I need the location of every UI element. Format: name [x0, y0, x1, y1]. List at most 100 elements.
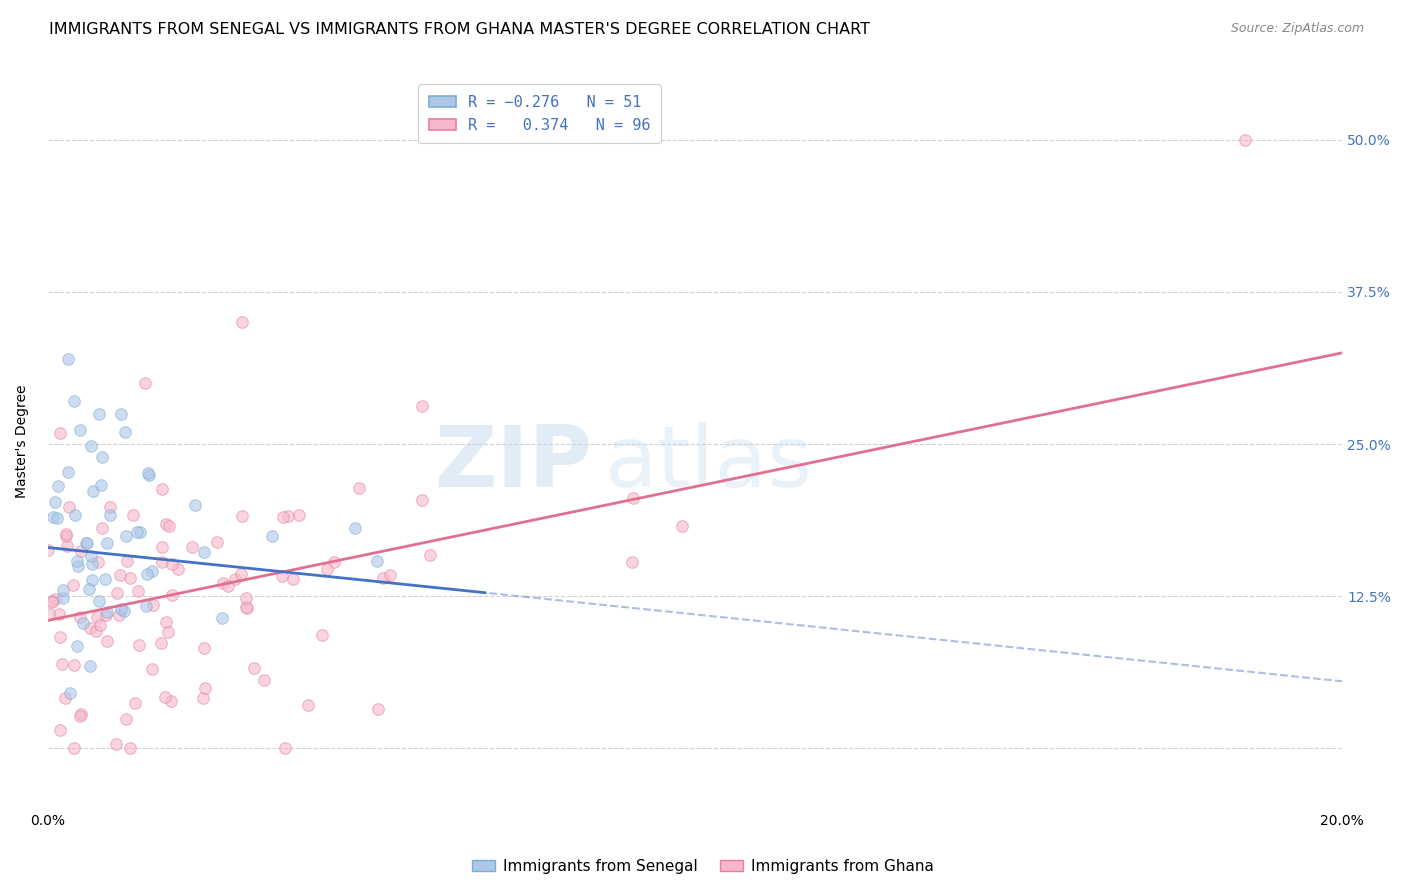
Point: [367, 702, 389, 716]
Point: [90, 450, 112, 464]
Point: [671, 518, 693, 533]
Point: [80, 574, 103, 588]
Point: [231, 508, 253, 523]
Point: [235, 599, 257, 614]
Point: [49, 425, 72, 440]
Point: [212, 576, 235, 591]
Point: [69, 610, 91, 624]
Point: [128, 638, 150, 652]
Point: [56, 351, 79, 366]
Point: [98, 500, 121, 514]
Point: [66, 554, 89, 568]
Point: [44, 494, 66, 508]
Text: ZIP: ZIP: [433, 422, 592, 505]
Point: [41, 594, 63, 608]
Point: [236, 601, 259, 615]
Y-axis label: Master's Degree: Master's Degree: [15, 384, 30, 498]
Point: [343, 521, 366, 535]
Point: [41, 509, 63, 524]
Point: [136, 466, 159, 480]
Point: [211, 611, 233, 625]
Point: [127, 524, 149, 539]
Point: [84, 624, 107, 639]
Text: Source: ZipAtlas.com: Source: ZipAtlas.com: [1230, 22, 1364, 36]
Point: [235, 591, 257, 605]
Point: [46, 478, 69, 492]
Text: atlas: atlas: [605, 422, 813, 505]
Point: [49, 723, 72, 738]
Point: [66, 639, 89, 653]
Point: [621, 555, 644, 569]
Point: [297, 698, 319, 712]
Point: [87, 555, 110, 569]
Point: [155, 690, 177, 704]
Point: [117, 554, 139, 568]
Point: [44, 591, 66, 606]
Point: [96, 607, 118, 622]
Point: [152, 555, 174, 569]
Point: [231, 315, 253, 329]
Point: [193, 641, 215, 656]
Point: [69, 424, 91, 438]
Point: [87, 407, 110, 421]
Point: [90, 478, 112, 492]
Point: [112, 604, 135, 618]
Point: [193, 691, 215, 706]
Point: [55, 529, 77, 543]
Point: [114, 425, 136, 439]
Point: [58, 500, 80, 515]
Point: [129, 525, 152, 540]
Point: [127, 583, 149, 598]
Point: [80, 439, 103, 453]
Point: [56, 465, 79, 479]
Point: [157, 518, 180, 533]
Point: [59, 686, 82, 700]
Point: [122, 508, 145, 523]
Point: [96, 605, 118, 619]
Point: [62, 578, 84, 592]
Point: [207, 534, 229, 549]
Point: [316, 561, 339, 575]
Point: [141, 565, 163, 579]
Point: [274, 741, 297, 756]
Point: [98, 508, 121, 522]
Point: [156, 624, 179, 639]
Point: [167, 562, 190, 576]
Point: [253, 673, 276, 688]
Point: [322, 555, 344, 569]
Point: [79, 658, 101, 673]
Point: [115, 529, 138, 543]
Point: [193, 544, 215, 558]
Point: [108, 608, 131, 623]
Point: [135, 599, 157, 613]
Point: [120, 741, 142, 756]
Point: [110, 602, 132, 616]
Point: [271, 569, 294, 583]
Point: [69, 544, 91, 558]
Point: [271, 510, 294, 524]
Point: [69, 709, 91, 723]
Point: [373, 571, 395, 585]
Point: [80, 549, 103, 564]
Point: [349, 482, 371, 496]
Point: [243, 661, 266, 675]
Point: [80, 558, 103, 572]
Point: [63, 394, 86, 409]
Point: [75, 536, 97, 550]
Point: [37, 543, 59, 558]
Point: [380, 568, 402, 582]
Point: [52, 582, 75, 597]
Point: [155, 517, 177, 532]
Point: [366, 554, 388, 568]
Point: [419, 548, 441, 562]
Legend: Immigrants from Senegal, Immigrants from Ghana: Immigrants from Senegal, Immigrants from…: [465, 853, 941, 880]
Point: [56, 539, 79, 553]
Point: [184, 498, 207, 512]
Point: [72, 616, 94, 631]
Point: [142, 598, 165, 612]
Point: [93, 572, 115, 586]
Point: [63, 741, 86, 756]
Point: [110, 407, 132, 421]
Point: [141, 662, 163, 676]
Point: [115, 712, 138, 726]
